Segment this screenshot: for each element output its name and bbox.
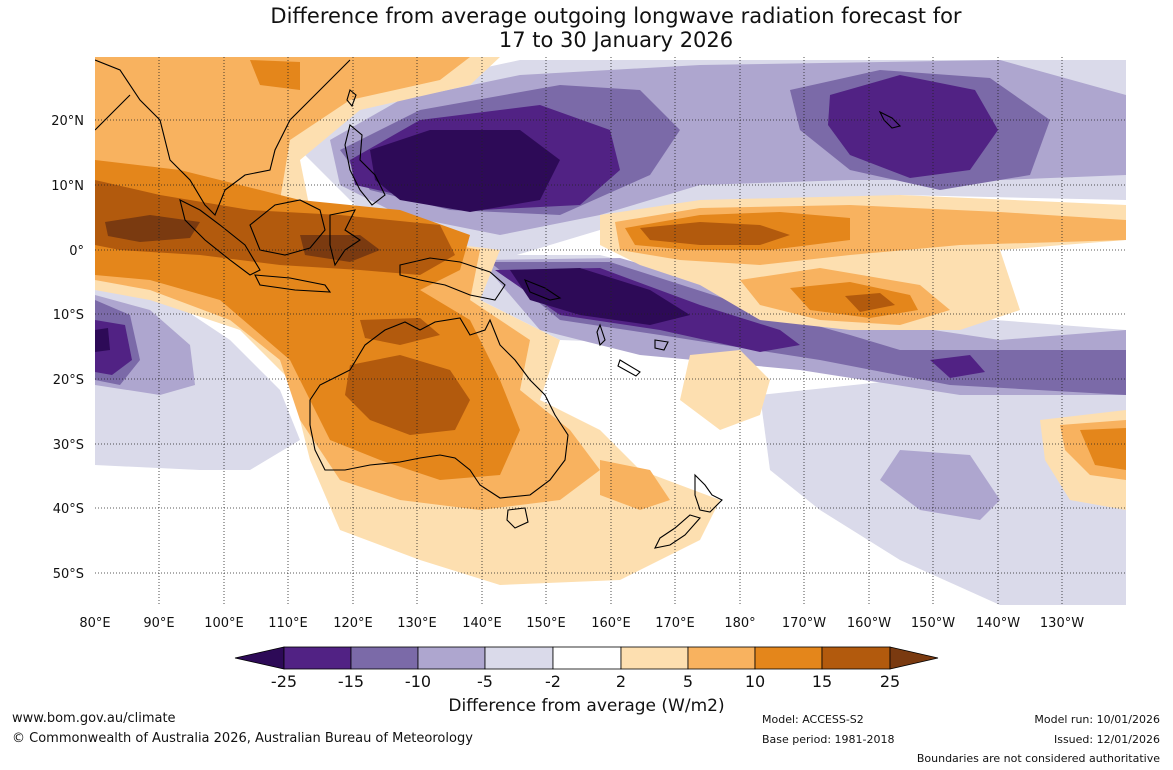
lon-label: 160°E xyxy=(591,616,631,631)
anomaly-region xyxy=(880,450,1000,520)
colorbar-segment xyxy=(552,646,622,670)
new-caledonia-coastline xyxy=(617,359,641,377)
colorbar-min-arrow xyxy=(234,646,285,670)
vanuatu-coastline xyxy=(596,323,606,347)
hawaii-coastline xyxy=(878,110,902,129)
colorbar-tick-label: -15 xyxy=(338,672,364,691)
website-link[interactable]: www.bom.gov.au/climate xyxy=(12,711,176,726)
copyright-notice: © Commonwealth of Australia 2026, Austra… xyxy=(12,731,473,746)
anomaly-region xyxy=(600,460,670,510)
lon-label: 170°E xyxy=(655,616,695,631)
fiji-coastline xyxy=(654,339,669,351)
tasmania-coastline xyxy=(506,507,529,529)
lon-label: 180° xyxy=(724,616,755,631)
lon-label: 120°E xyxy=(333,616,373,631)
model-run-date: Model run: 10/01/2026 xyxy=(1034,713,1160,726)
anomaly-region xyxy=(300,235,380,262)
lat-label: 50°S xyxy=(53,567,84,582)
borneo-coastline xyxy=(249,199,326,256)
lon-label: 150°W xyxy=(911,616,955,631)
colorbar-segment xyxy=(417,646,486,670)
colorbar xyxy=(234,646,939,670)
colorbar-tick-label: -2 xyxy=(545,672,561,691)
title-line-2: 17 to 30 January 2026 xyxy=(498,28,734,52)
lat-label: 10°S xyxy=(53,308,84,323)
philippines-coastline xyxy=(344,124,386,206)
anomaly-region xyxy=(510,268,690,325)
colorbar-tick-label: -5 xyxy=(477,672,493,691)
colorbar-label: Difference from average (W/m2) xyxy=(448,696,725,716)
colorbar-tick-label: 25 xyxy=(880,672,900,691)
lon-label: 150°E xyxy=(526,616,566,631)
anomaly-region xyxy=(930,355,985,378)
anomaly-region xyxy=(680,350,770,430)
colorbar-tick-label: -25 xyxy=(271,672,297,691)
colorbar-segment xyxy=(687,646,756,670)
anomaly-region xyxy=(1080,428,1126,470)
sumatra-coastline xyxy=(179,198,261,276)
lat-label: 20°N xyxy=(51,114,84,129)
colorbar-segment xyxy=(620,646,689,670)
anomaly-region xyxy=(345,355,470,435)
java-coastline xyxy=(254,274,332,293)
lat-label: 20°S xyxy=(53,373,84,388)
colorbar-segment xyxy=(821,646,891,670)
anomaly-shading xyxy=(95,57,1126,605)
lon-label: 160°W xyxy=(847,616,891,631)
lon-label: 170°W xyxy=(782,616,826,631)
lon-label: 90°E xyxy=(143,616,174,631)
lat-label: 10°N xyxy=(51,179,84,194)
new-zealand-coastline xyxy=(654,473,723,549)
lon-label: 80°E xyxy=(79,616,110,631)
graticule xyxy=(95,57,1126,605)
issued-date: Issued: 12/01/2026 xyxy=(1053,733,1160,746)
latitude-labels: 20°N 10°N 0° 10°S 20°S 30°S 40°S 50°S xyxy=(51,114,84,582)
anomaly-region xyxy=(828,75,998,178)
new-guinea-coastline xyxy=(399,257,506,301)
lon-label: 140°E xyxy=(462,616,502,631)
solomon-islands-coastline xyxy=(523,279,562,301)
model-name: Model: ACCESS-S2 xyxy=(762,713,864,726)
title-line-1: Difference from average outgoing longwav… xyxy=(270,4,962,28)
lon-label: 140°W xyxy=(976,616,1020,631)
lat-label: 40°S xyxy=(53,502,84,517)
colorbar-segment xyxy=(283,646,352,670)
anomaly-region xyxy=(95,328,110,352)
anomaly-region xyxy=(845,293,895,312)
anomaly-region xyxy=(105,215,200,242)
taiwan-coastline xyxy=(346,89,357,108)
mainland-asia-coastline xyxy=(95,59,351,216)
colorbar-tick-label: -10 xyxy=(405,672,431,691)
longitude-labels: 80°E 90°E 100°E 110°E 120°E 130°E 140°E … xyxy=(79,616,1084,631)
colorbar-max-arrow xyxy=(889,646,939,670)
colorbar-tick-label: 10 xyxy=(745,672,765,691)
colorbar-tick-label: 2 xyxy=(616,672,626,691)
coastlines xyxy=(95,59,902,549)
australia-coastline xyxy=(309,317,569,499)
lon-label: 110°E xyxy=(268,616,308,631)
boundary-disclaimer: Boundaries are not considered authoritat… xyxy=(916,752,1160,765)
colorbar-segment xyxy=(754,646,823,670)
india-coastline xyxy=(95,94,131,131)
colorbar-tick-label: 5 xyxy=(683,672,693,691)
lon-label: 130°E xyxy=(397,616,437,631)
anomaly-region xyxy=(360,318,440,345)
colorbar-ticks: -25 -15 -10 -5 -2 2 5 10 15 25 xyxy=(271,672,900,691)
anomaly-region xyxy=(250,60,300,90)
colorbar-tick-label: 15 xyxy=(812,672,832,691)
lon-label: 100°E xyxy=(204,616,244,631)
colorbar-segment xyxy=(484,646,554,670)
anomaly-region xyxy=(370,130,560,212)
lon-label: 130°W xyxy=(1040,616,1084,631)
lat-label: 0° xyxy=(69,244,84,259)
map-title: Difference from average outgoing longwav… xyxy=(0,4,1173,52)
colorbar-segment xyxy=(350,646,419,670)
base-period: Base period: 1981-2018 xyxy=(762,733,895,746)
lat-label: 30°S xyxy=(53,438,84,453)
anomaly-region xyxy=(640,222,790,245)
